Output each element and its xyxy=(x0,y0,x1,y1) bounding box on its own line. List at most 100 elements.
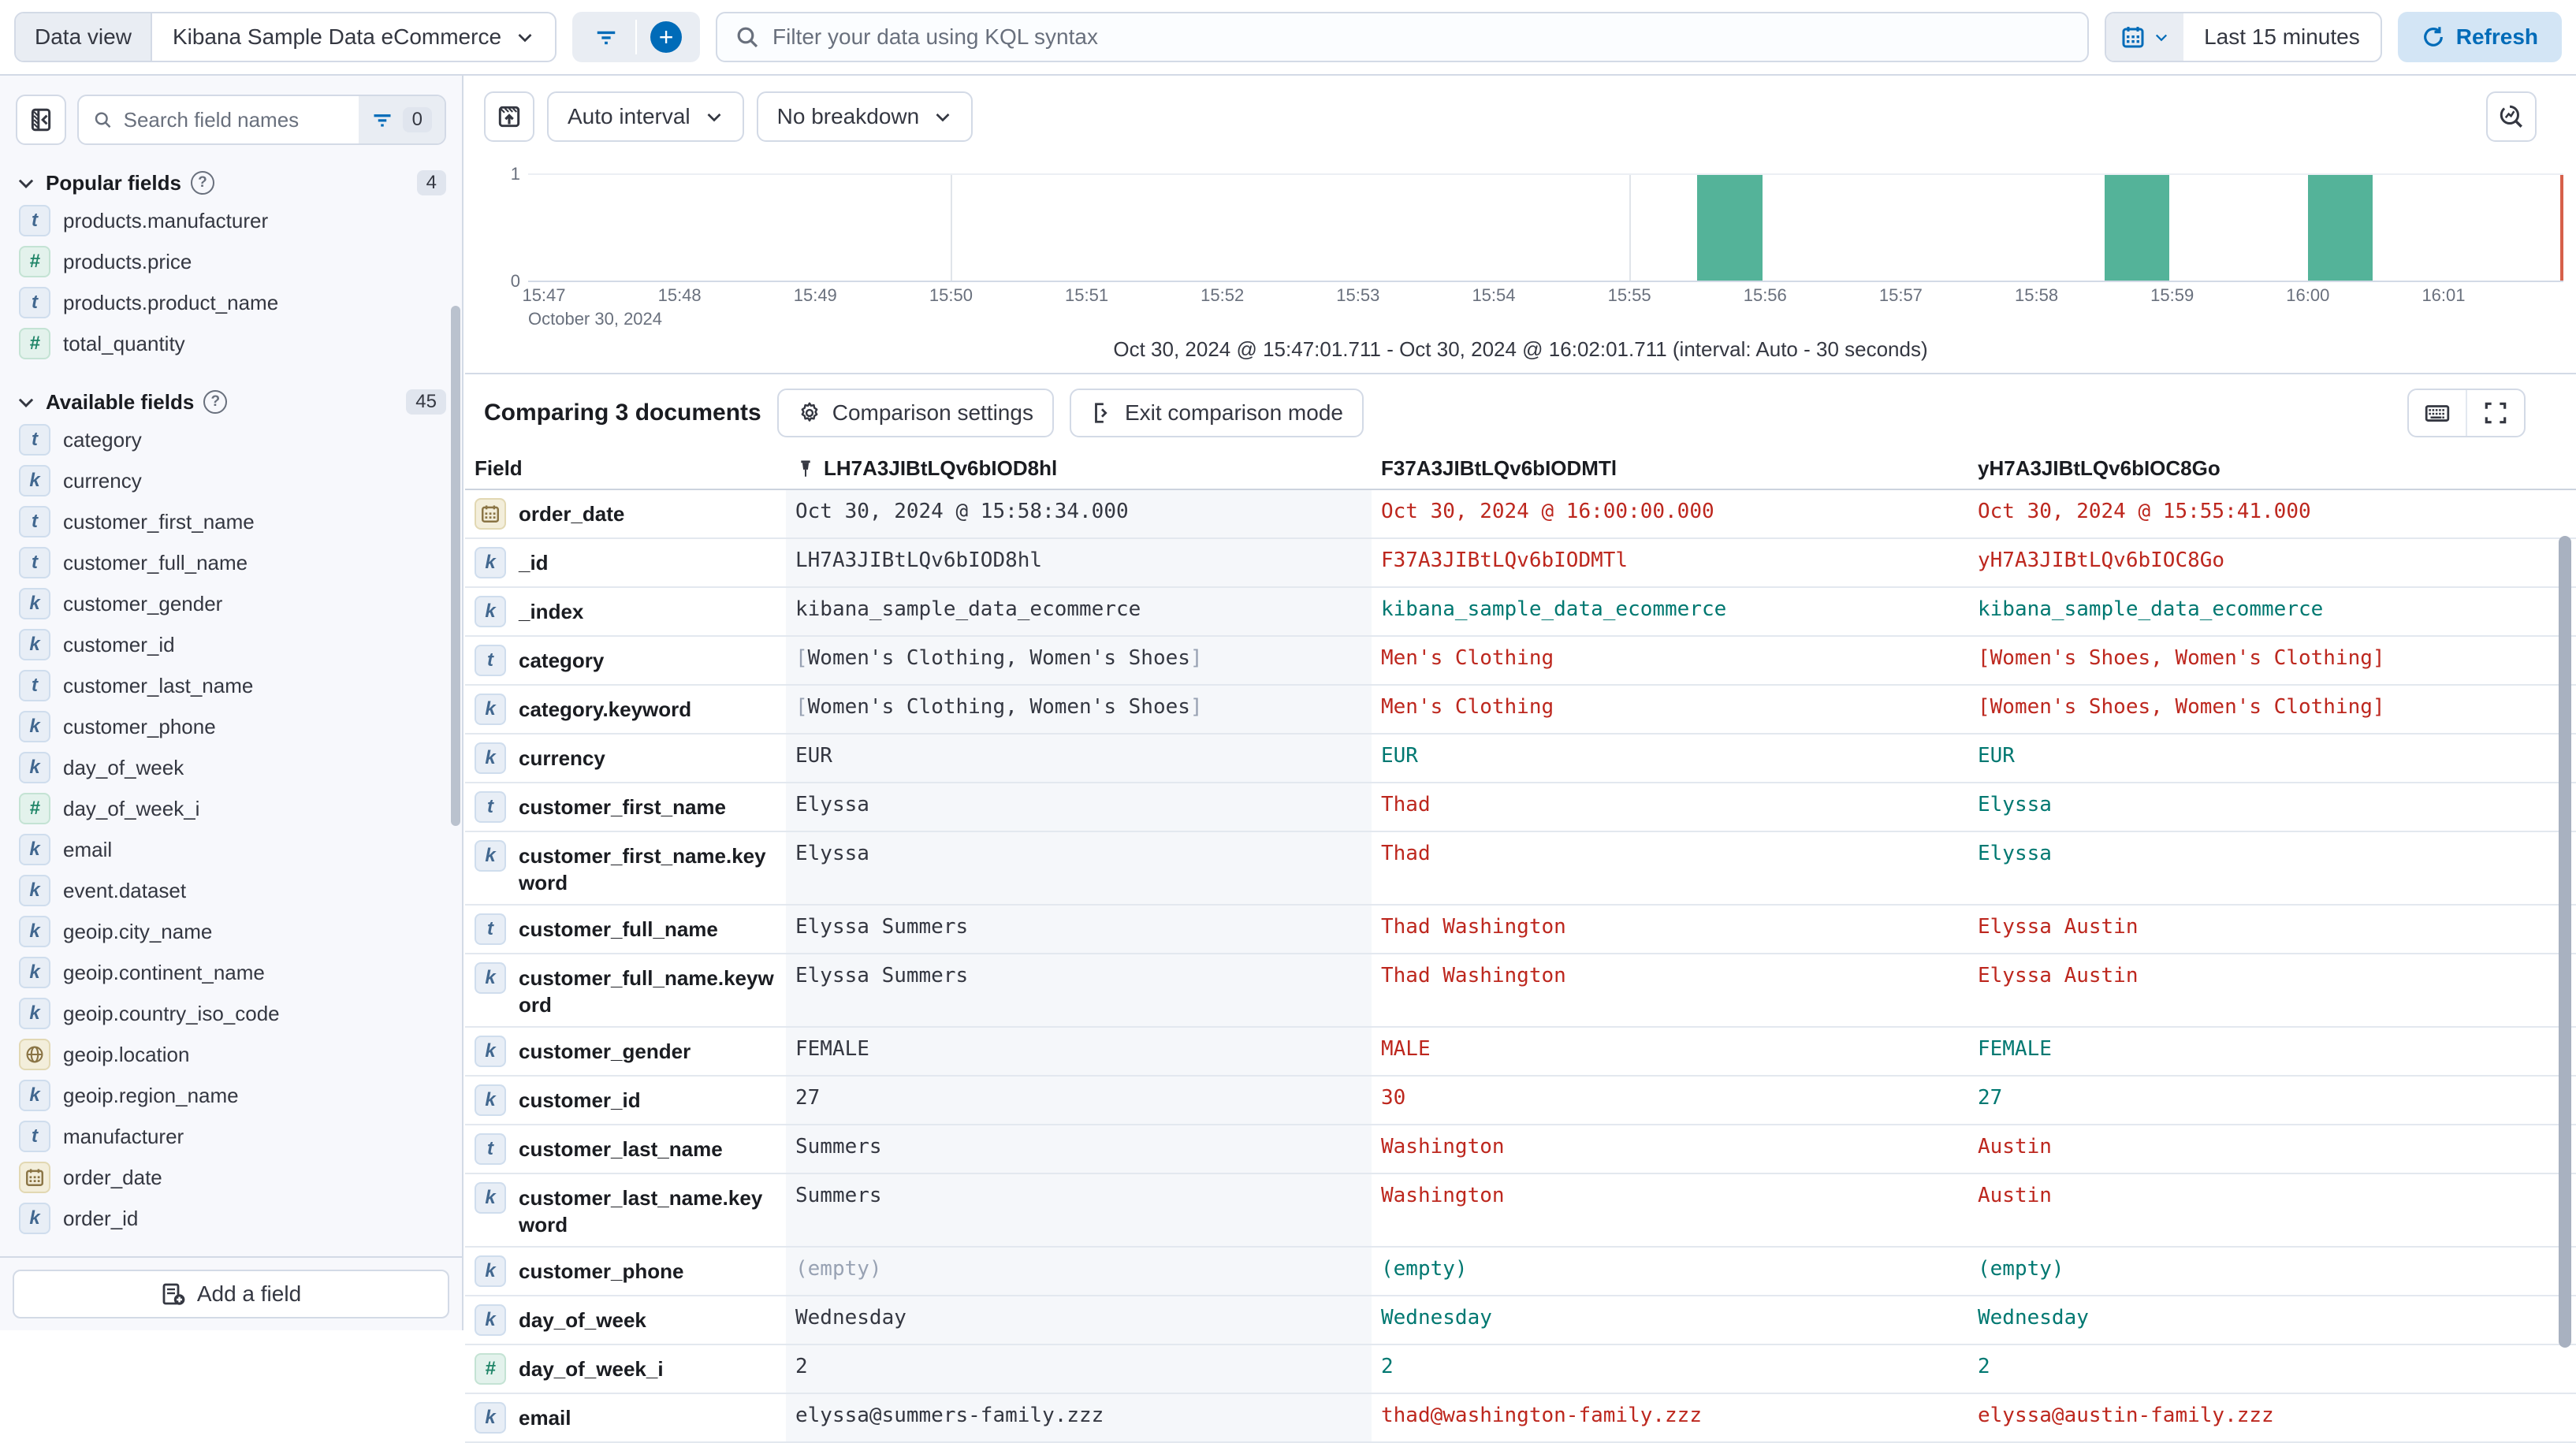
base-value: Elyssa Summers xyxy=(795,962,968,989)
x-axis-tick-label: 15:55 xyxy=(1608,285,1651,306)
field-section-count: 4 xyxy=(417,170,446,195)
base-value-cell: Elyssa Summers xyxy=(786,906,1372,953)
x-axis-tick-label: 15:58 xyxy=(2015,285,2058,306)
data-view-picker[interactable]: Data view Kibana Sample Data eCommerce xyxy=(14,12,557,62)
sidebar-field-item[interactable]: #products.price xyxy=(16,241,446,282)
x-axis-tick-label: 15:51 xyxy=(1065,285,1108,306)
field-search-input[interactable] xyxy=(124,108,344,132)
base-value-cell: Wednesday xyxy=(786,1296,1372,1344)
base-value: Wednesday xyxy=(795,1304,906,1331)
keyword-field-icon: k xyxy=(19,875,50,906)
doc-column-header[interactable]: yH7A3JIBtLQv6bIOC8Go xyxy=(1968,450,2461,489)
comparison-value: F37A3JIBtLQv6bIODMTl xyxy=(1381,547,1628,574)
comparison-value: (empty) xyxy=(1978,1255,2064,1282)
table-scrollbar[interactable] xyxy=(2559,536,2571,1324)
kql-search-bar[interactable] xyxy=(716,12,2089,62)
x-axis-tick-label: 15:57 xyxy=(1879,285,1923,306)
fields-scroll-area: 0 Popular fields?4tproducts.manufacturer… xyxy=(0,76,462,1256)
collapse-sidebar-button[interactable] xyxy=(16,95,66,145)
comparison-value-cell: Oct 30, 2024 @ 15:55:41.000 xyxy=(1968,490,2461,537)
breakdown-select[interactable]: No breakdown xyxy=(757,91,973,142)
interval-select[interactable]: Auto interval xyxy=(547,91,744,142)
field-name: total_quantity xyxy=(63,332,185,356)
base-value-cell: EUR xyxy=(786,735,1372,782)
text-field-icon: t xyxy=(475,913,506,945)
keyword-field-icon: k xyxy=(19,957,50,988)
comparison-value: Washington xyxy=(1381,1182,1505,1209)
refresh-button[interactable]: Refresh xyxy=(2398,12,2562,62)
edit-visualization-button[interactable] xyxy=(2486,91,2537,142)
comparison-value-cell: Elyssa Austin xyxy=(1968,954,2461,1026)
time-range-value[interactable]: Last 15 minutes xyxy=(2183,24,2381,50)
chevron-down-icon xyxy=(16,173,36,193)
pin-icon xyxy=(795,459,816,479)
exit-comparison-button[interactable]: Exit comparison mode xyxy=(1070,389,1364,437)
keyword-field-icon: k xyxy=(19,1203,50,1234)
field-name: customer_full_name xyxy=(63,551,248,575)
base-value: Elyssa xyxy=(795,791,869,818)
sidebar-field-item[interactable]: k customer_gender xyxy=(16,583,446,624)
base-value: Summers xyxy=(795,1133,882,1160)
sidebar-field-item[interactable]: order_date xyxy=(16,1157,446,1198)
sidebar-field-item[interactable]: geoip.location xyxy=(16,1034,446,1075)
time-picker-calendar-button[interactable] xyxy=(2106,13,2183,61)
field-section-header[interactable]: Popular fields?4 xyxy=(16,165,446,200)
field-name: customer_gender xyxy=(63,592,222,616)
sidebar-field-item[interactable]: #day_of_week_i xyxy=(16,788,446,829)
x-axis-tick-label: 16:00 xyxy=(2286,285,2329,306)
field-section-label: Popular fields xyxy=(46,171,181,195)
add-field-button[interactable]: Add a field xyxy=(13,1270,449,1318)
comparison-value: thad@washington-family.zzz xyxy=(1381,1402,1702,1429)
keyword-field-icon: k xyxy=(19,588,50,619)
sidebar-field-item[interactable]: #total_quantity xyxy=(16,323,446,364)
filter-icon xyxy=(371,109,393,131)
keyboard-shortcuts-button[interactable] xyxy=(2409,390,2466,436)
add-filter-button[interactable]: + xyxy=(637,15,695,59)
field-filter-button[interactable]: 0 xyxy=(359,96,445,143)
sidebar-scrollbar[interactable] xyxy=(451,306,460,826)
field-section-header[interactable]: Available fields?45 xyxy=(16,385,446,419)
histogram-range-caption: Oct 30, 2024 @ 15:47:01.711 - Oct 30, 20… xyxy=(465,337,2576,362)
histogram-bar[interactable] xyxy=(2308,175,2373,281)
pinned-doc-column-header[interactable]: LH7A3JIBtLQv6bIOD8hl xyxy=(786,450,1372,489)
base-value: EUR xyxy=(795,742,832,769)
comparison-settings-button[interactable]: Comparison settings xyxy=(777,389,1054,437)
fullscreen-button[interactable] xyxy=(2467,390,2524,436)
doc-column-header[interactable]: F37A3JIBtLQv6bIODMTl xyxy=(1372,450,1968,489)
base-value-cell: Elyssa xyxy=(786,832,1372,904)
histogram-bar[interactable] xyxy=(1697,175,1763,281)
histogram-bar[interactable] xyxy=(2105,175,2170,281)
field-cell-name: _index xyxy=(519,596,583,625)
sidebar-footer: Add a field xyxy=(0,1256,462,1330)
keyword-field-icon: k xyxy=(475,742,506,774)
add-filter-lines-button[interactable] xyxy=(577,15,635,59)
number-field-icon: # xyxy=(19,793,50,824)
comparison-value: Elyssa xyxy=(1978,791,2052,818)
kql-search-input[interactable] xyxy=(772,24,2070,50)
hide-chart-button[interactable] xyxy=(484,91,534,142)
fullscreen-icon xyxy=(2482,400,2509,426)
